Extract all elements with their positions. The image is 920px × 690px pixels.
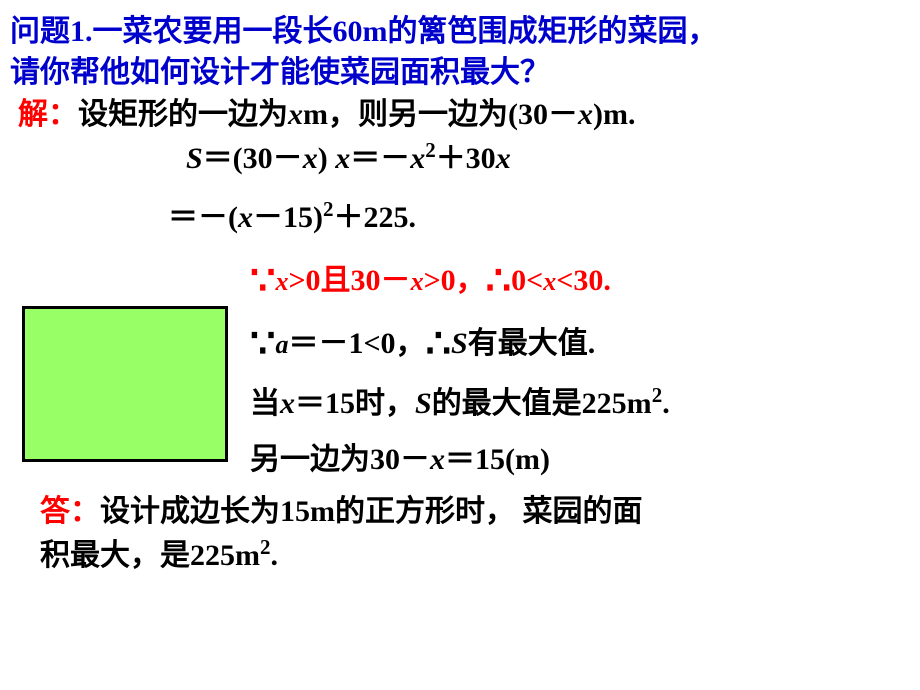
l6b: ＝15时， (295, 387, 415, 420)
l2b: ) (318, 142, 336, 175)
answer-line2: 积最大，是225m2. (40, 530, 278, 574)
l2x4: x (496, 142, 511, 175)
solution-l1b: m，则另一边为(30－ (303, 98, 578, 131)
l2c: ＝－ (350, 142, 410, 175)
solution-line1: 解：设矩形的一边为xm，则另一边为(30－x)m. (18, 89, 635, 133)
solution-line2: S＝(30－x) x＝－x2＋30x (186, 133, 511, 177)
l4x: x (275, 267, 288, 296)
garden-rectangle (22, 306, 228, 462)
l2d: ＋30 (436, 142, 496, 175)
l5a: ＝－1<0， (288, 327, 425, 360)
l7a: 另一边为30－ (250, 443, 430, 476)
l6c: 的最大值是225m (432, 387, 652, 420)
l4x3: x (543, 267, 556, 296)
l3c: ＋225. (334, 201, 417, 234)
l2x2: x (335, 142, 350, 175)
l6S: S (415, 387, 432, 420)
l6a: 当 (250, 387, 280, 420)
l5b: 有最大值. (468, 327, 596, 360)
l7b: ＝15(m) (445, 443, 550, 476)
question-label: 问题1. (10, 15, 93, 48)
question-line1: 问题1.一菜农要用一段长60m的篱笆围成矩形的菜园， (10, 6, 718, 50)
l2x3: x (410, 142, 425, 175)
answer-l1: 设计成边长为15m的正方形时， 菜园的面 (100, 495, 643, 528)
solution-line6: 当x＝15时，S的最大值是225m2. (250, 378, 670, 422)
because2: ∵ (250, 321, 275, 366)
l6d: . (662, 387, 670, 420)
l3a: ＝－( (168, 201, 238, 234)
var-S: S (186, 142, 203, 175)
var-x2: x (578, 98, 593, 131)
therefore1: ∴ (486, 258, 511, 303)
ans-l2sup: 2 (260, 535, 271, 559)
l5a2: a (275, 330, 288, 359)
therefore2: ∴ (426, 321, 451, 366)
l4c: 0< (511, 264, 543, 297)
l2sup: 2 (425, 138, 436, 162)
ans-l2b: . (271, 539, 279, 572)
because1: ∵ (250, 258, 275, 303)
question-line2: 请你帮他如何设计才能使菜园面积最大？ (10, 47, 550, 91)
answer-line1: 答：设计成边长为15m的正方形时， 菜园的面 (40, 486, 643, 530)
l3b: －15) (253, 201, 323, 234)
solution-l1c: )m. (593, 98, 635, 131)
l7x: x (430, 443, 445, 476)
var-x: x (288, 98, 303, 131)
l6sup: 2 (652, 383, 663, 407)
l6x: x (280, 387, 295, 420)
question-text-1: 一菜农要用一段长60m的篱笆围成矩形的菜园， (93, 15, 718, 48)
l4d: <30. (556, 264, 611, 297)
l4a: >0且30－ (288, 264, 410, 297)
l3sup: 2 (323, 197, 334, 221)
l4b: >0， (424, 264, 486, 297)
solution-l1a: 设矩形的一边为 (78, 98, 288, 131)
solution-line7: 另一边为30－x＝15(m) (250, 434, 550, 478)
solution-label: 解： (18, 98, 78, 131)
answer-label: 答： (40, 495, 100, 528)
l4x2: x (411, 267, 424, 296)
solution-line4: ∵x>0且30－x>0，∴0<x<30. (250, 255, 611, 304)
solution-line3: ＝－(x－15)2＋225. (168, 192, 416, 236)
l5S: S (451, 327, 468, 360)
l2a: ＝(30－ (203, 142, 303, 175)
ans-l2a: 积最大，是225m (40, 539, 260, 572)
solution-line5: ∵a＝－1<0，∴S有最大值. (250, 318, 595, 367)
l2x: x (303, 142, 318, 175)
l3x: x (238, 201, 253, 234)
